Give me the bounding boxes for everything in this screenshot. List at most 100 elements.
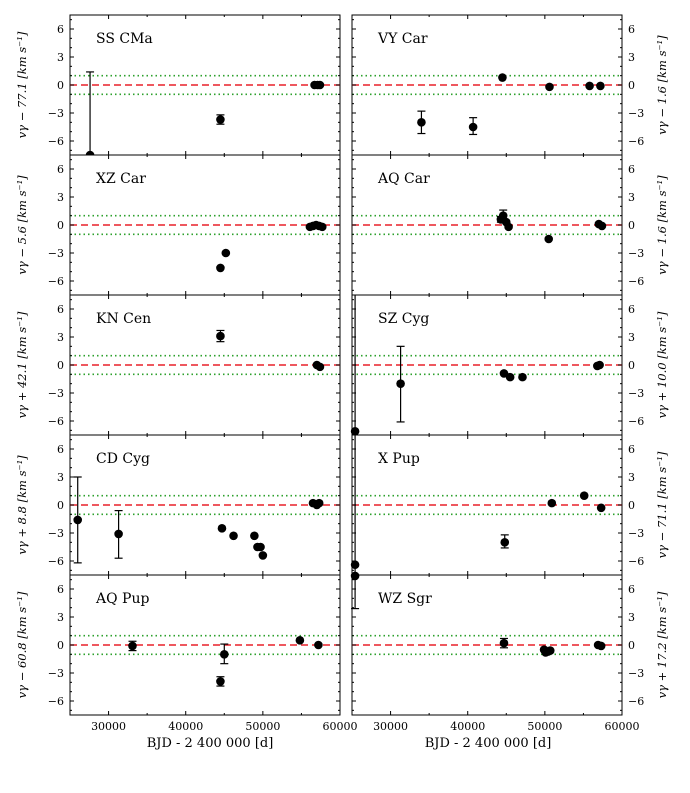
x-axis-label-left: BJD - 2 400 000 [d] xyxy=(147,736,274,751)
y-tick-label: 6 xyxy=(628,163,635,176)
panel-aq-car: 6 3 0 −3 −6 AQ Car vγ − 1.6 [km s⁻¹] xyxy=(351,154,669,296)
y-tick-label: 6 xyxy=(57,583,64,596)
data-point xyxy=(595,360,604,370)
y-axis-label: vγ + 17.2 [km s⁻¹] xyxy=(655,591,669,698)
y-tick-label: 3 xyxy=(57,471,64,484)
data-point xyxy=(396,379,405,388)
panel-xz-car: 6 3 0 −3 −6 XZ Car vγ − 5.6 [km s⁻¹] xyxy=(15,154,341,296)
y-tick-label: 0 xyxy=(628,359,635,372)
y-tick-label: 6 xyxy=(628,23,635,36)
x-tick-label: 50000 xyxy=(245,720,280,733)
panel-title: XZ Car xyxy=(96,171,146,187)
data-point xyxy=(545,646,555,655)
data-point xyxy=(585,81,594,91)
data-point xyxy=(216,263,225,273)
y-axis-label: vγ − 71.1 [km s⁻¹] xyxy=(655,451,669,558)
y-tick-label: 0 xyxy=(57,79,64,92)
data-point xyxy=(596,503,606,513)
x-tick-label: 40000 xyxy=(168,720,203,733)
panel-title: CD Cyg xyxy=(96,451,150,467)
y-axis-label: vγ + 8.8 [km s⁻¹] xyxy=(15,455,29,555)
data-point xyxy=(547,498,557,508)
y-axis-label: vγ + 42.1 [km s⁻¹] xyxy=(15,311,29,418)
y-tick-label: 6 xyxy=(628,303,635,316)
y-tick-label: 0 xyxy=(628,639,635,652)
data-point xyxy=(216,115,225,124)
y-tick-label: 3 xyxy=(628,611,635,624)
data-point xyxy=(350,560,360,570)
x-tick-label: 60000 xyxy=(605,720,640,733)
data-point xyxy=(544,234,554,244)
y-tick-label: −3 xyxy=(628,107,644,120)
y-tick-label: 6 xyxy=(57,303,64,316)
panel-title: SS CMa xyxy=(96,31,153,47)
data-point xyxy=(505,372,515,382)
y-axis-label: vγ − 5.6 [km s⁻¹] xyxy=(15,175,29,275)
y-tick-label: 0 xyxy=(628,79,635,92)
data-point xyxy=(498,211,508,220)
data-point xyxy=(417,118,426,127)
y-tick-label: −6 xyxy=(48,695,64,708)
y-tick-label: 0 xyxy=(57,219,64,232)
data-point xyxy=(499,638,509,648)
y-tick-label: −6 xyxy=(48,135,64,148)
y-tick-label: −6 xyxy=(628,555,644,568)
panel-kn-cen: 6 3 0 −3 −6 KN Cen vγ + 42.1 [km s⁻¹] xyxy=(15,294,341,436)
y-tick-label: 3 xyxy=(628,191,635,204)
y-tick-label: 6 xyxy=(628,583,635,596)
y-tick-label: −3 xyxy=(48,667,64,680)
y-tick-label: −3 xyxy=(48,527,64,540)
data-point xyxy=(596,641,606,651)
data-point xyxy=(250,531,259,541)
panel-title: AQ Car xyxy=(377,171,430,187)
panel-title: WZ Sgr xyxy=(378,591,432,607)
data-point xyxy=(350,426,360,436)
y-axis-label: vγ − 1.6 [km s⁻¹] xyxy=(655,175,669,275)
data-point xyxy=(504,222,513,232)
data-point xyxy=(579,491,589,500)
panel-title: SZ Cyg xyxy=(378,311,429,327)
data-point xyxy=(216,331,225,341)
data-point xyxy=(73,515,83,525)
panel-title: AQ Pup xyxy=(95,591,149,607)
data-point xyxy=(314,498,324,508)
y-axis-label: vγ + 10.0 [km s⁻¹] xyxy=(655,311,669,418)
y-tick-label: 0 xyxy=(57,639,64,652)
data-point xyxy=(114,529,123,539)
y-tick-label: 3 xyxy=(57,331,64,344)
panel-aq-pup: 6 3 0 −3 −6 30000 40000 50000 60000 AQ Pup vγ − 60… xyxy=(15,574,358,733)
panel-sz-cyg: 6 3 0 −3 −6 SZ Cyg vγ + 10.0 [km s⁻¹] xyxy=(350,294,669,436)
y-tick-label: −6 xyxy=(48,415,64,428)
y-axis-label: vγ − 77.1 [km s⁻¹] xyxy=(15,31,29,138)
y-tick-label: 3 xyxy=(628,51,635,64)
y-tick-label: −3 xyxy=(48,387,64,400)
y-tick-label: −3 xyxy=(628,387,644,400)
y-tick-label: 6 xyxy=(57,163,64,176)
x-tick-label: 50000 xyxy=(527,720,562,733)
data-point xyxy=(295,636,305,645)
data-point xyxy=(596,81,605,91)
y-tick-label: 6 xyxy=(57,443,64,456)
data-point xyxy=(221,248,231,258)
y-tick-label: 0 xyxy=(628,499,635,512)
panel-title: KN Cen xyxy=(96,311,151,327)
data-point xyxy=(258,551,268,560)
data-point xyxy=(315,80,325,90)
panel-cd-cyg: 6 3 0 −3 −6 CD Cyg vγ + 8.8 [km s⁻¹] xyxy=(15,434,341,576)
data-point xyxy=(499,369,509,378)
y-tick-label: 0 xyxy=(57,499,64,512)
data-point xyxy=(128,641,137,651)
panel-title: X Pup xyxy=(378,451,420,467)
y-tick-label: −3 xyxy=(48,247,64,260)
data-point xyxy=(468,122,478,132)
y-tick-label: 3 xyxy=(57,191,64,204)
y-tick-label: −6 xyxy=(48,275,64,288)
y-axis-label: vγ − 60.8 [km s⁻¹] xyxy=(15,591,29,698)
y-tick-label: −3 xyxy=(628,527,644,540)
panel-x-pup: 6 3 0 −3 −6 X Pup vγ − 71.1 [km s⁻¹] xyxy=(350,434,669,576)
panel-vy-car: 6 3 0 −3 −6 VY Car vγ − 1.6 [km s⁻¹] xyxy=(351,14,669,156)
data-point xyxy=(545,82,554,92)
panel-grid: 6 3 0 −3 −6 SS CMa vγ − 77.1 [km s⁻¹] 6 3 0 −3 −6 VY… xyxy=(15,14,669,733)
y-tick-label: −3 xyxy=(628,667,644,680)
